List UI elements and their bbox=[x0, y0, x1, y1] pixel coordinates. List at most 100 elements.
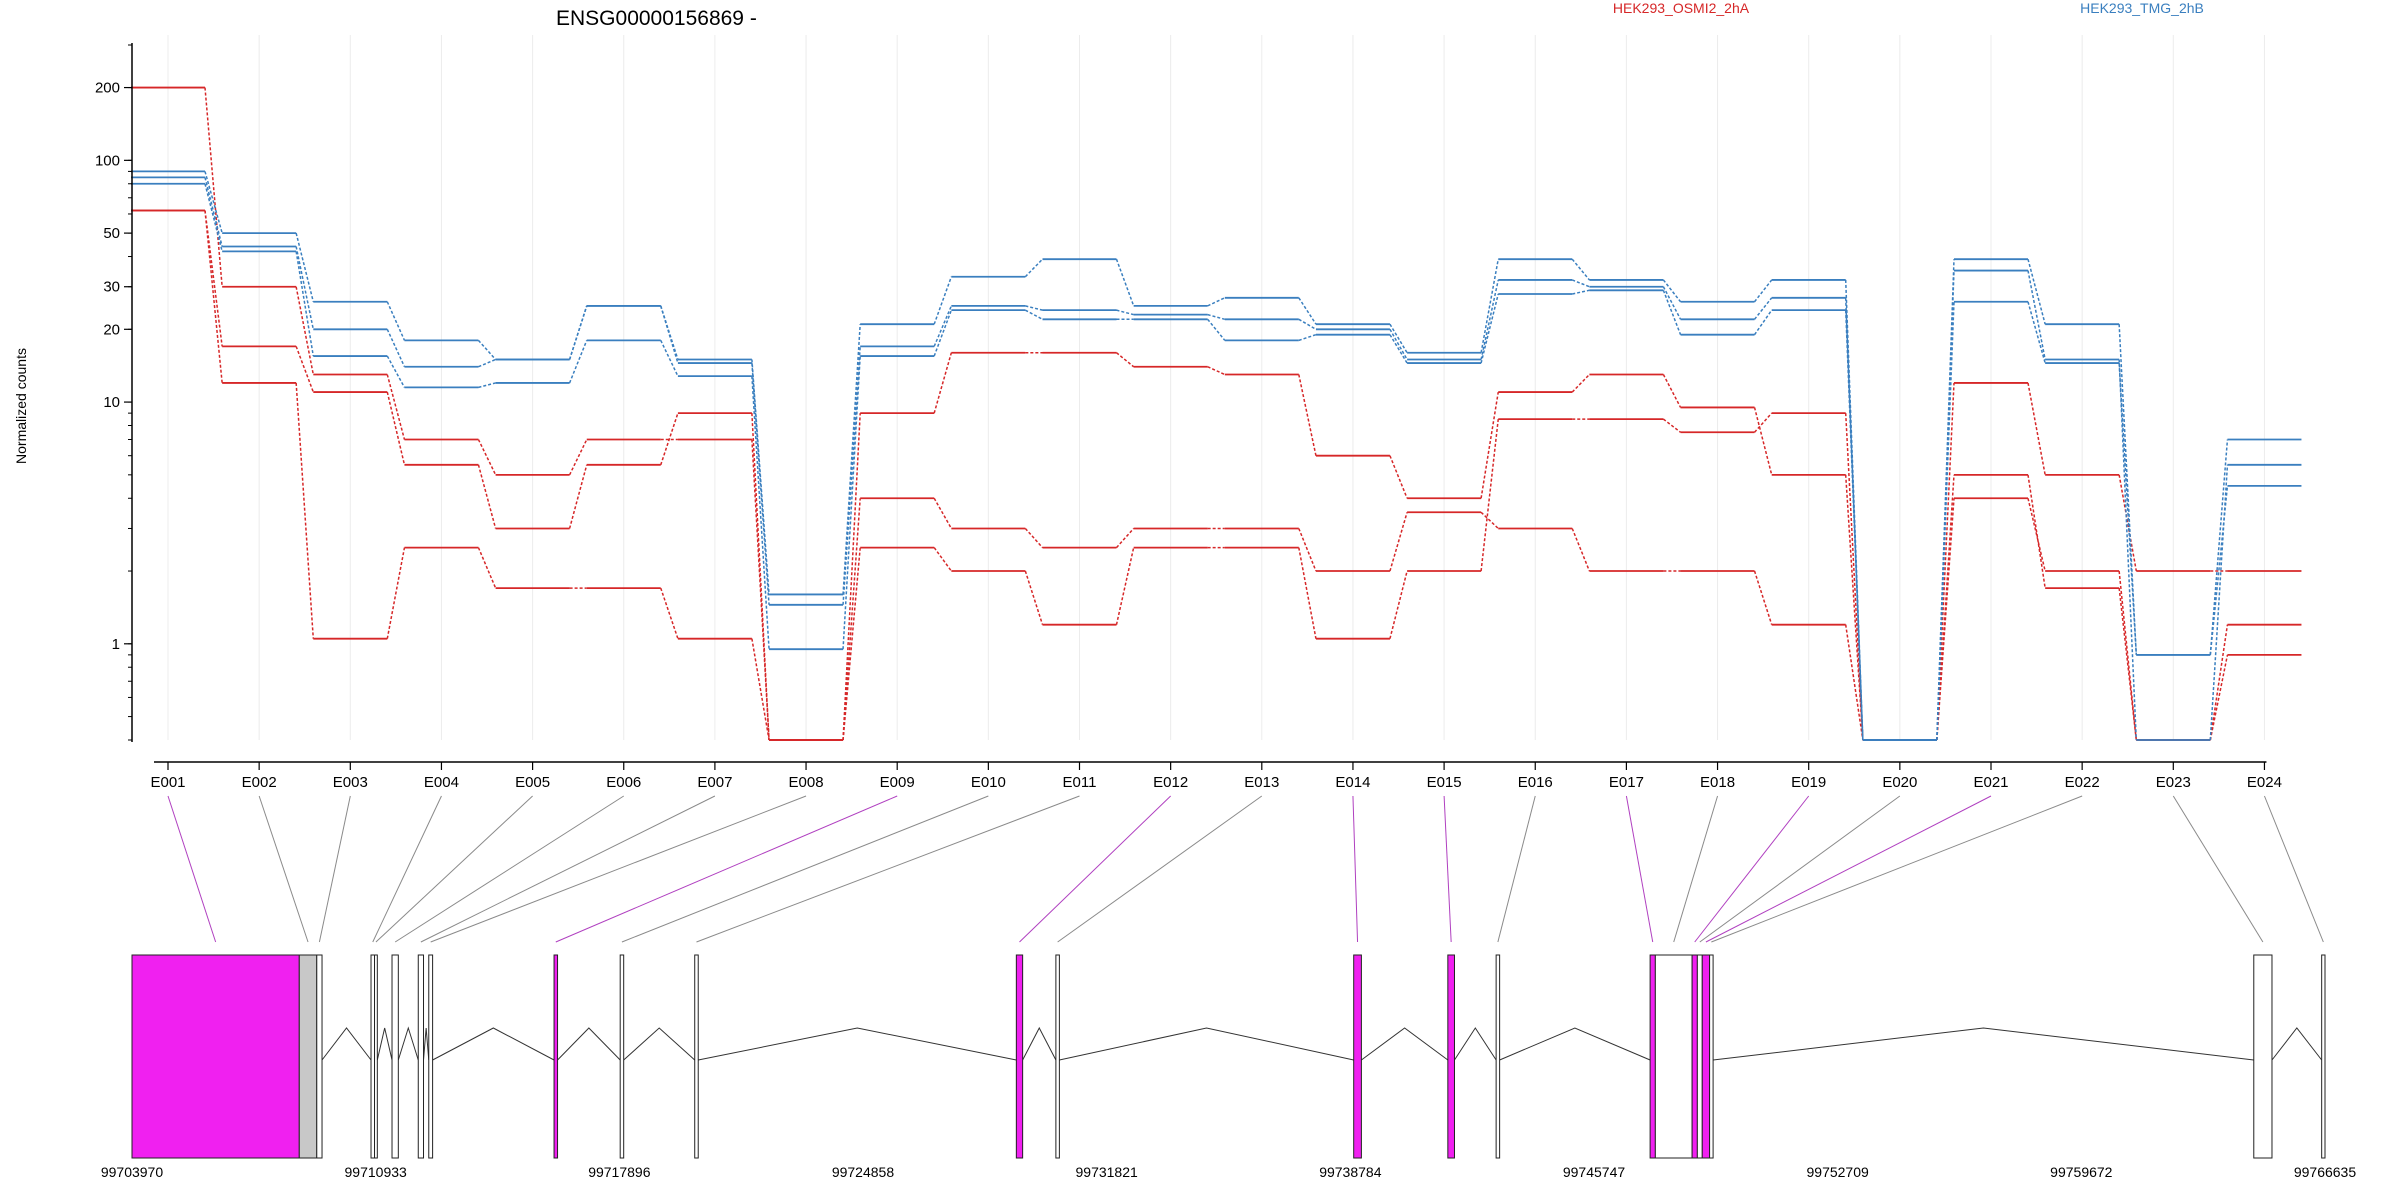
series-connector bbox=[1753, 279, 1773, 303]
exon-box bbox=[391, 954, 399, 1159]
series-connector bbox=[1115, 258, 1135, 307]
series-connector bbox=[2118, 359, 2138, 741]
intron-line bbox=[698, 1027, 1017, 1061]
genomic-position-label: 99731821 bbox=[1076, 1164, 1139, 1180]
exon-box bbox=[1701, 954, 1711, 1159]
x-tick-label: E001 bbox=[150, 774, 185, 791]
series-connector bbox=[1116, 352, 1135, 368]
series-connector bbox=[295, 251, 315, 357]
series-connector bbox=[1662, 279, 1682, 303]
x-tick-label: E021 bbox=[1973, 774, 2008, 791]
series-connector bbox=[1662, 286, 1682, 320]
exon-box bbox=[1447, 954, 1455, 1159]
x-tick-label: E018 bbox=[1700, 774, 1735, 791]
series-4 bbox=[131, 170, 2302, 741]
series-connector bbox=[1298, 528, 1317, 572]
series-connector bbox=[1572, 289, 1590, 295]
series-1 bbox=[131, 86, 2302, 741]
exon-box bbox=[131, 954, 300, 1159]
series-connector bbox=[1480, 293, 1499, 364]
exon-connector bbox=[1711, 795, 2083, 943]
series-connector bbox=[386, 355, 406, 388]
exon-box bbox=[1696, 954, 1703, 1159]
series-connector bbox=[1207, 366, 1226, 376]
series-connector bbox=[1480, 279, 1499, 360]
intron-line bbox=[397, 1026, 419, 1061]
series-connector bbox=[660, 587, 679, 639]
genomic-position-label: 99766635 bbox=[2294, 1164, 2357, 1180]
series-connector bbox=[1662, 418, 1682, 433]
x-tick-label: E004 bbox=[424, 774, 459, 791]
exon-connector bbox=[1625, 795, 1654, 943]
x-tick-label: E002 bbox=[242, 774, 277, 791]
exon-box bbox=[1709, 954, 1714, 1159]
exon-connector bbox=[1705, 795, 1992, 943]
series-layer bbox=[131, 86, 2302, 741]
series-connector bbox=[2027, 258, 2046, 325]
x-tick-label: E013 bbox=[1244, 774, 1279, 791]
series-connector bbox=[1298, 547, 1317, 639]
y-tick-label: 100 bbox=[95, 152, 120, 169]
exon-connector bbox=[555, 795, 898, 943]
exon-box bbox=[370, 954, 376, 1159]
series-connector bbox=[2209, 624, 2229, 741]
series-connector bbox=[1298, 333, 1317, 342]
x-tick-label: E010 bbox=[971, 774, 1006, 791]
exon-box bbox=[619, 954, 625, 1159]
series-connector bbox=[933, 305, 953, 347]
exon-connector bbox=[430, 795, 807, 943]
exon-connector bbox=[1673, 795, 1719, 943]
series-connector bbox=[1480, 259, 1499, 353]
genomic-position-label: 99752709 bbox=[1807, 1164, 1870, 1180]
intron-line bbox=[1022, 1026, 1057, 1061]
series-connector bbox=[1389, 455, 1408, 499]
axes: 1 10 20 30 50 100 200 E001 E002 E003 E004 E005 E006 E… bbox=[95, 43, 2282, 791]
series-connector bbox=[1571, 258, 1590, 281]
series-connector bbox=[933, 309, 953, 357]
series-connector bbox=[1207, 297, 1226, 307]
x-tick-label: E017 bbox=[1609, 774, 1644, 791]
series-3 bbox=[131, 209, 2302, 741]
series-connector bbox=[386, 301, 406, 341]
x-tick-label: E006 bbox=[606, 774, 641, 791]
x-tick-label: E020 bbox=[1882, 774, 1917, 791]
gene-track: 99703970 99710933 99717896 99724858 99731821… bbox=[101, 954, 2357, 1180]
series-connector bbox=[1298, 318, 1317, 330]
exon-connector bbox=[258, 795, 309, 943]
y-tick-label: 1 bbox=[112, 636, 120, 653]
x-tick-label: E019 bbox=[1791, 774, 1826, 791]
exon-box bbox=[1055, 954, 1060, 1159]
series-connector bbox=[204, 183, 223, 252]
x-tick-label: E022 bbox=[2065, 774, 2100, 791]
genomic-position-label: 99738784 bbox=[1319, 1164, 1382, 1180]
series-connector bbox=[568, 340, 588, 384]
series-connector bbox=[1844, 624, 1864, 741]
series-6 bbox=[131, 182, 2302, 741]
series-connector bbox=[1024, 570, 1044, 625]
series-connector bbox=[842, 413, 861, 741]
genomic-position-label: 99703970 bbox=[101, 1164, 164, 1180]
genomic-position-label: 99710933 bbox=[345, 1164, 408, 1180]
series-connector bbox=[1844, 474, 1864, 741]
series-connector bbox=[2209, 439, 2229, 655]
series-connector bbox=[1571, 374, 1590, 393]
series-connector bbox=[568, 439, 588, 476]
series-connector bbox=[2209, 464, 2229, 741]
intron-line bbox=[1454, 1027, 1497, 1061]
exon-box bbox=[298, 954, 318, 1159]
series-connector bbox=[295, 232, 315, 302]
y-axis-label: Normalized counts bbox=[13, 348, 29, 464]
exon-box bbox=[1649, 954, 1656, 1159]
series-connector bbox=[1207, 318, 1226, 341]
intron-line bbox=[1059, 1027, 1354, 1061]
series-connector bbox=[1662, 374, 1682, 408]
intron-line bbox=[1499, 1027, 1651, 1061]
exon-connector bbox=[1694, 795, 1810, 943]
exon-connector bbox=[1019, 795, 1171, 943]
exon-box bbox=[1495, 954, 1501, 1159]
series-connector bbox=[2118, 474, 2138, 572]
series-connector bbox=[478, 358, 496, 368]
series-connector bbox=[1298, 297, 1317, 325]
series-connector bbox=[1389, 323, 1408, 354]
series-connector bbox=[660, 340, 679, 377]
